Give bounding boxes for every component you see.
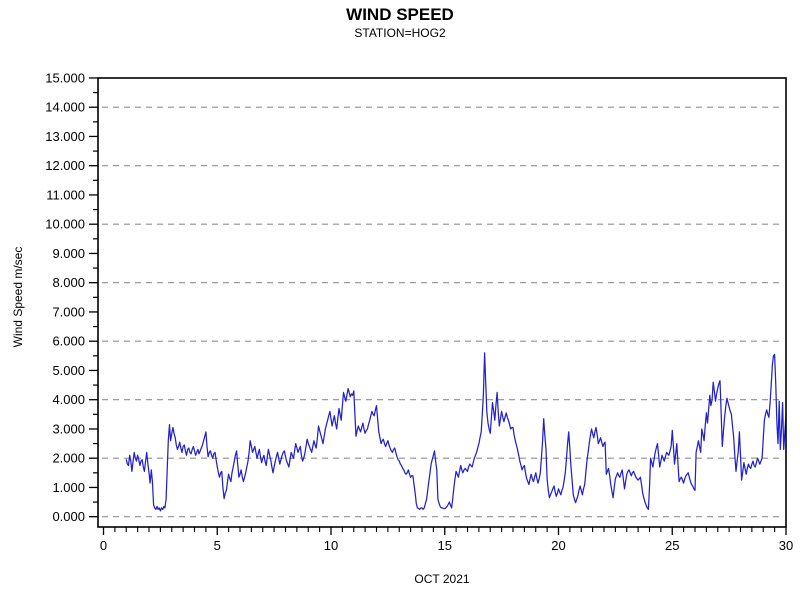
gridlines — [102, 106, 784, 518]
y-tick-label: 14.000 — [45, 100, 85, 115]
x-tick-label: 20 — [551, 538, 565, 553]
wind-speed-line — [125, 352, 787, 512]
y-tick-label: 1.000 — [52, 480, 85, 495]
axis-tick-labels: 0.000 1.000 2.000 3.000 4.000 5.000 6.000 7.000… — [45, 70, 793, 553]
y-tick-label: 15.000 — [45, 70, 85, 85]
y-tick-label: 9.000 — [52, 246, 85, 261]
x-tick-label: 0 — [100, 538, 107, 553]
axes-frame — [97, 77, 787, 528]
y-tick-label: 6.000 — [52, 334, 85, 349]
y-tick-label: 5.000 — [52, 363, 85, 378]
y-tick-label: 10.000 — [45, 217, 85, 232]
chart-title: WIND SPEED — [346, 5, 454, 24]
y-tick-label: 2.000 — [52, 451, 85, 466]
y-tick-label: 7.000 — [52, 304, 85, 319]
x-tick-label: 30 — [779, 538, 793, 553]
plot-frame — [97, 77, 787, 528]
x-tick-label: 25 — [665, 538, 679, 553]
y-tick-label: 3.000 — [52, 421, 85, 436]
y-tick-label: 13.000 — [45, 129, 85, 144]
y-axis-title: Wind Speed m/sec — [11, 247, 25, 348]
y-tick-label: 4.000 — [52, 392, 85, 407]
y-tick-label: 8.000 — [52, 275, 85, 290]
x-tick-label: 15 — [438, 538, 452, 553]
x-tick-label: 5 — [214, 538, 221, 553]
chart-subtitle: STATION=HOG2 — [354, 26, 446, 40]
y-tick-label: 0.000 — [52, 509, 85, 524]
y-tick-label: 11.000 — [46, 187, 85, 202]
axis-ticks — [89, 77, 787, 535]
x-tick-label: 10 — [324, 538, 338, 553]
x-axis-title: OCT 2021 — [414, 572, 469, 586]
y-tick-label: 12.000 — [45, 158, 85, 173]
data-series — [125, 352, 787, 512]
